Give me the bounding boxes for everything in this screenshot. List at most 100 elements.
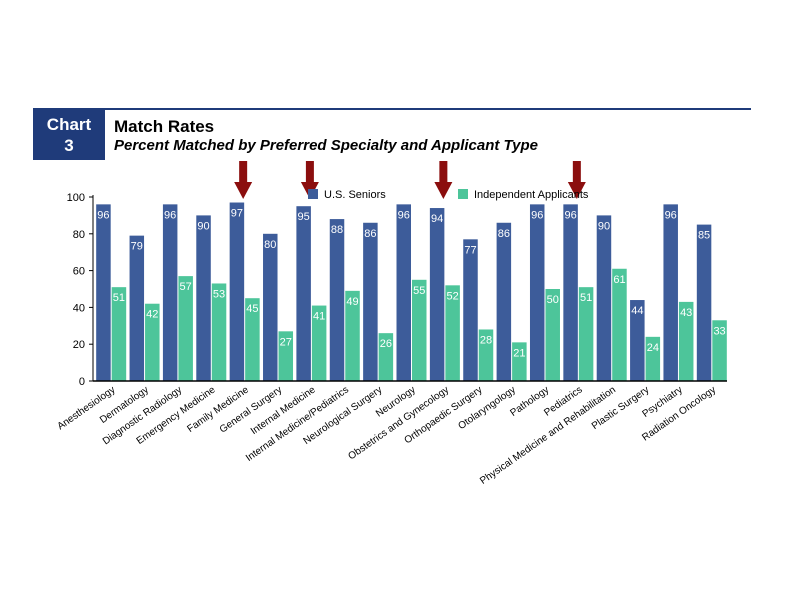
- bar-independent-applicants: [512, 342, 527, 381]
- bar-us-seniors: [162, 204, 178, 381]
- data-label-us-seniors: 86: [498, 228, 510, 240]
- data-label-independent-applicants: 26: [380, 338, 392, 350]
- data-label-us-seniors: 96: [398, 209, 410, 221]
- bar-independent-applicants: [578, 287, 594, 381]
- badge-number: 3: [64, 136, 74, 155]
- legend-swatch-independent-applicants: [458, 189, 468, 199]
- data-label-us-seniors: 95: [298, 211, 310, 223]
- bar-independent-applicants: [345, 290, 360, 381]
- arrow-shaft: [305, 161, 314, 182]
- bar-independent-applicants: [412, 279, 427, 381]
- bar-us-seniors: [229, 202, 245, 381]
- data-label-us-seniors: 90: [598, 220, 610, 232]
- bar-us-seniors: [696, 224, 712, 381]
- data-label-independent-applicants: 42: [146, 309, 158, 321]
- bar-independent-applicants: [378, 333, 394, 381]
- bar-us-seniors: [429, 208, 445, 381]
- x-category-label: Otolaryngology: [456, 384, 517, 432]
- bar-independent-applicants: [445, 285, 460, 381]
- data-label-independent-applicants: 51: [580, 292, 592, 304]
- legend-label-us-seniors: U.S. Seniors: [324, 189, 386, 201]
- data-label-us-seniors: 96: [564, 209, 576, 221]
- data-label-independent-applicants: 61: [613, 274, 625, 286]
- data-label-us-seniors: 86: [364, 228, 376, 240]
- y-tick-label: 100: [67, 192, 85, 204]
- y-tick-label: 40: [73, 302, 85, 314]
- arrow-head: [234, 182, 253, 199]
- bar-us-seniors: [496, 222, 512, 381]
- bar-independent-applicants: [278, 331, 294, 381]
- bar-us-seniors: [663, 204, 678, 381]
- bar-independent-applicants: [645, 336, 661, 381]
- bar-us-seniors: [529, 204, 545, 381]
- bar-independent-applicants: [211, 283, 227, 381]
- y-tick-label: 20: [73, 339, 85, 351]
- data-label-us-seniors: 97: [231, 208, 243, 220]
- y-tick-label: 0: [79, 376, 85, 388]
- bar-independent-applicants: [712, 320, 727, 381]
- data-label-us-seniors: 94: [431, 213, 443, 225]
- header-divider: [105, 108, 751, 110]
- badge-label: Chart: [46, 115, 92, 134]
- data-label-us-seniors: 96: [164, 209, 176, 221]
- y-tick-label: 80: [73, 229, 85, 241]
- bar-us-seniors: [463, 239, 478, 381]
- bar-independent-applicants: [612, 268, 627, 381]
- bar-independent-applicants: [111, 287, 127, 381]
- data-label-independent-applicants: 28: [480, 334, 492, 346]
- bar-us-seniors: [563, 204, 578, 381]
- data-label-us-seniors: 80: [264, 239, 276, 251]
- legend-swatch-us-seniors: [308, 189, 318, 199]
- data-label-us-seniors: 96: [665, 209, 677, 221]
- bar-independent-applicants: [678, 301, 694, 381]
- data-label-independent-applicants: 27: [280, 336, 292, 348]
- data-label-independent-applicants: 33: [713, 325, 725, 337]
- bar-us-seniors: [396, 204, 411, 381]
- data-label-independent-applicants: 41: [313, 311, 325, 323]
- data-label-independent-applicants: 21: [513, 347, 525, 359]
- data-label-us-seniors: 85: [698, 230, 710, 242]
- data-label-independent-applicants: 57: [180, 281, 192, 293]
- bar-us-seniors: [630, 300, 645, 381]
- bar-independent-applicants: [311, 305, 327, 381]
- legend-label-independent-applicants: Independent Applicants: [474, 189, 589, 201]
- arrow-shaft: [572, 161, 581, 182]
- bar-us-seniors: [296, 206, 311, 381]
- bar-us-seniors: [129, 235, 145, 381]
- bar-us-seniors: [263, 233, 278, 381]
- bar-us-seniors: [196, 215, 211, 381]
- data-label-independent-applicants: 51: [113, 292, 125, 304]
- data-label-us-seniors: 90: [197, 220, 209, 232]
- data-label-independent-applicants: 45: [246, 303, 258, 315]
- bar-independent-applicants: [178, 276, 193, 381]
- data-label-us-seniors: 79: [131, 241, 143, 253]
- data-label-independent-applicants: 55: [413, 285, 425, 297]
- arrow-shaft: [439, 161, 448, 182]
- bar-independent-applicants: [145, 303, 160, 381]
- data-label-independent-applicants: 52: [446, 290, 458, 302]
- bar-independent-applicants: [478, 329, 494, 381]
- data-label-us-seniors: 88: [331, 224, 343, 236]
- bar-us-seniors: [96, 204, 111, 381]
- data-label-independent-applicants: 50: [547, 294, 559, 306]
- arrow-head: [434, 182, 453, 199]
- x-category-label: Anesthesiology: [56, 384, 118, 432]
- data-label-independent-applicants: 49: [346, 296, 358, 308]
- arrow-head: [567, 182, 586, 199]
- data-label-independent-applicants: 24: [647, 342, 659, 354]
- data-label-us-seniors: 96: [97, 209, 109, 221]
- y-tick-label: 60: [73, 266, 85, 278]
- bar-independent-applicants: [545, 289, 560, 381]
- data-label-us-seniors: 96: [531, 209, 543, 221]
- bar-us-seniors: [363, 222, 378, 381]
- bar-independent-applicants: [245, 298, 260, 381]
- data-label-independent-applicants: 53: [213, 288, 225, 300]
- bar-us-seniors: [329, 219, 345, 381]
- arrow-shaft: [239, 161, 248, 182]
- chart-subtitle: Percent Matched by Preferred Specialty a…: [114, 137, 539, 154]
- bar-us-seniors: [596, 215, 612, 381]
- x-category-label: Plastic Surgery: [590, 384, 651, 432]
- chart-title: Match Rates: [114, 117, 215, 136]
- data-label-independent-applicants: 43: [680, 307, 692, 319]
